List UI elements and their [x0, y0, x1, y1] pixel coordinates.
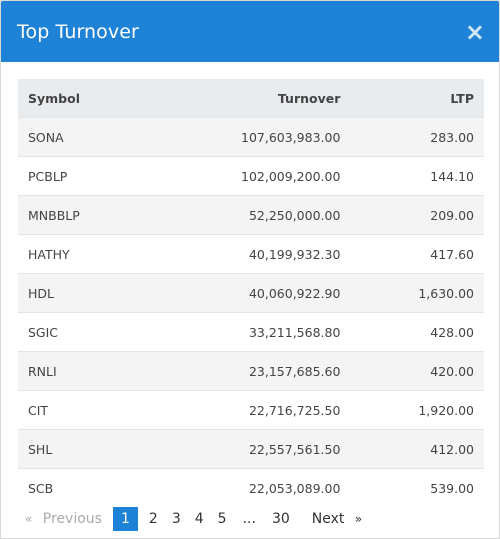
ltp-cell: 144.10	[353, 156, 484, 196]
double-chevron-left-icon: «	[25, 512, 33, 526]
page-5-button[interactable]: 5	[217, 511, 227, 527]
turnover-cell: 52,250,000.00	[142, 195, 354, 235]
pagination-next[interactable]: Next »	[305, 507, 369, 531]
ltp-cell: 1,920.00	[353, 390, 484, 430]
table-row: HATHY 40,199,932.30 417.60	[18, 234, 484, 274]
table-row: SHL 22,557,561.50 412.00	[18, 429, 484, 469]
ltp-cell: 417.60	[353, 234, 484, 274]
table-row: CIT 22,716,725.50 1,920.00	[18, 390, 484, 430]
turnover-cell: 22,557,561.50	[142, 429, 354, 469]
double-chevron-right-icon: »	[354, 512, 363, 526]
ltp-cell: 420.00	[353, 351, 484, 391]
pagination: « Previous 1 2 3 4 5 ... 30 Next »	[18, 507, 369, 531]
symbol-cell: SGIC	[18, 312, 143, 352]
symbol-cell: SHL	[18, 429, 143, 469]
pagination-ellipsis: ...	[242, 511, 256, 527]
ltp-cell: 283.00	[353, 117, 484, 157]
turnover-table-container: Symbol Turnover LTP SONA 107,603,983.00 …	[18, 79, 484, 507]
page-4-button[interactable]: 4	[194, 511, 204, 527]
symbol-cell: HATHY	[18, 234, 143, 274]
page-1-button[interactable]: 1	[112, 507, 138, 531]
modal-title: Top Turnover	[17, 20, 139, 43]
page-2-button[interactable]: 2	[148, 511, 158, 527]
ltp-cell: 412.00	[353, 429, 484, 469]
table-row: SGIC 33,211,568.80 428.00	[18, 312, 484, 352]
turnover-cell: 23,157,685.60	[142, 351, 354, 391]
page-3-button[interactable]: 3	[171, 511, 181, 527]
column-header-symbol: Symbol	[18, 79, 143, 118]
turnover-cell: 33,211,568.80	[142, 312, 354, 352]
turnover-cell: 102,009,200.00	[142, 156, 354, 196]
table-row: RNLI 23,157,685.60 420.00	[18, 351, 484, 391]
table-row: SCB 22,053,089.00 539.00	[18, 468, 484, 507]
page-30-button[interactable]: 30	[271, 511, 290, 527]
close-icon[interactable]: ×	[464, 17, 485, 46]
turnover-cell: 40,060,922.90	[142, 273, 354, 313]
ltp-cell: 539.00	[353, 468, 484, 507]
column-header-ltp: LTP	[353, 79, 484, 118]
symbol-cell: CIT	[18, 390, 143, 430]
turnover-cell: 22,716,725.50	[142, 390, 354, 430]
column-header-turnover: Turnover	[142, 79, 354, 118]
ltp-cell: 209.00	[353, 195, 484, 235]
ltp-cell: 1,630.00	[353, 273, 484, 313]
table-header-row: Symbol Turnover LTP	[18, 79, 484, 118]
table-row: PCBLP 102,009,200.00 144.10	[18, 156, 484, 196]
pagination-previous[interactable]: « Previous	[18, 507, 109, 531]
table-row: HDL 40,060,922.90 1,630.00	[18, 273, 484, 313]
next-label: Next	[311, 511, 345, 527]
previous-label: Previous	[42, 511, 102, 527]
symbol-cell: SONA	[18, 117, 143, 157]
table-row: MNBBLP 52,250,000.00 209.00	[18, 195, 484, 235]
symbol-cell: PCBLP	[18, 156, 143, 196]
symbol-cell: SCB	[18, 468, 143, 507]
modal-header: Top Turnover ×	[1, 1, 499, 62]
table-row: SONA 107,603,983.00 283.00	[18, 117, 484, 157]
ltp-cell: 428.00	[353, 312, 484, 352]
turnover-cell: 22,053,089.00	[142, 468, 354, 507]
symbol-cell: RNLI	[18, 351, 143, 391]
turnover-cell: 107,603,983.00	[142, 117, 354, 157]
symbol-cell: HDL	[18, 273, 143, 313]
symbol-cell: MNBBLP	[18, 195, 143, 235]
turnover-table: Symbol Turnover LTP SONA 107,603,983.00 …	[18, 79, 484, 507]
turnover-cell: 40,199,932.30	[142, 234, 354, 274]
